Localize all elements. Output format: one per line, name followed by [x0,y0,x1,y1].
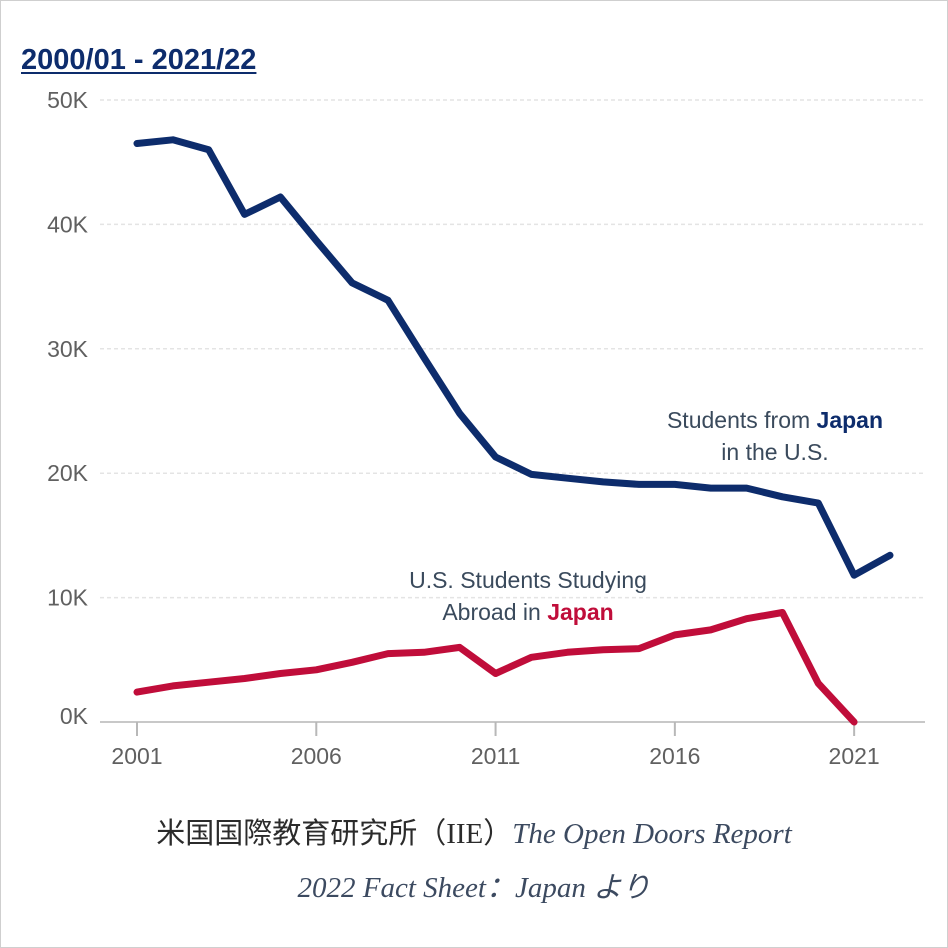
red-annotation-emphasis: Japan [547,599,613,625]
y-tick-label: 10K [47,585,89,611]
period-title: 2000/01 - 2021/22 [21,44,257,76]
x-tick-label: 2006 [291,743,342,769]
series-lines [133,136,894,726]
source-report-title: The Open Doors Report [512,818,792,850]
series-line-japan-in-us [133,136,894,579]
series-line-us-in-japan [133,609,858,726]
x-tick-label: 2021 [829,743,880,769]
y-tick-label: 30K [47,336,89,362]
source-org: 米国国際教育研究所（IIE） [156,818,513,850]
red-series-annotation: Abroad in Japan [442,599,613,625]
blue-annotation-emphasis: Japan [817,407,883,433]
source-line-1: 米国国際教育研究所（IIE）The Open Doors Report [0,810,948,852]
y-tick-label: 20K [47,460,89,486]
blue-series-annotation: Students from Japan [667,407,883,433]
blue-annotation-prefix: Students from [667,407,817,433]
red-annotation-prefix: Abroad in [442,599,547,625]
grid-lines [100,99,925,599]
y-tick-label: 50K [47,87,89,113]
x-tick-label: 2016 [649,743,700,769]
y-axis-ticks: 0K 10K 20K 30K 40K 50K [47,87,89,729]
x-axis-ticks: 2001 2006 2011 2016 2021 [111,722,880,769]
source-suffix: より [585,872,651,904]
x-tick-label: 2011 [471,743,520,769]
y-tick-label: 40K [47,211,89,237]
y-tick-label: 0K [60,703,89,729]
source-line-2: 2022 Fact Sheet：Japan より [0,864,948,906]
source-fact-sheet: 2022 Fact Sheet：Japan [297,872,586,904]
x-tick-label: 2001 [111,743,162,769]
red-annotation-line1: U.S. Students Studying [409,567,647,593]
blue-annotation-line2: in the U.S. [721,439,828,465]
